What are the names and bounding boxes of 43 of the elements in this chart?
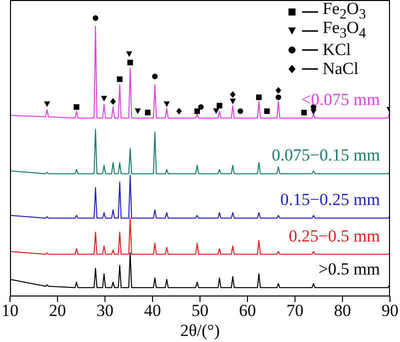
point (276, 94, 282, 100)
point (198, 104, 204, 110)
point (92, 15, 98, 21)
point (144, 110, 151, 116)
point (230, 98, 236, 104)
point (134, 108, 141, 114)
x-tick-label: 20 (49, 301, 66, 320)
point (264, 108, 270, 114)
point (256, 94, 262, 100)
x-tick-label: 40 (144, 301, 161, 320)
series-label: >0.5 mm (318, 260, 380, 279)
point (213, 108, 220, 114)
x-tick-label: 70 (286, 301, 304, 320)
point (116, 76, 123, 82)
point (110, 98, 116, 105)
legend-label: NaCl (322, 59, 358, 78)
point (176, 108, 182, 115)
x-tick-label: 50 (192, 301, 208, 320)
series-label: 0.15−0.25 mm (280, 190, 380, 210)
point (230, 91, 236, 98)
point (301, 110, 307, 116)
point (164, 101, 170, 108)
point (310, 109, 317, 115)
point (216, 102, 222, 108)
series-label: 0.25−0.5 mm (288, 226, 380, 246)
x-tick-label: 90 (382, 301, 398, 320)
point (276, 86, 282, 94)
point (194, 108, 200, 114)
x-axis-title: 2θ/(°) (180, 321, 220, 340)
x-tick-label: 80 (334, 301, 351, 320)
point (126, 51, 132, 57)
point (74, 104, 80, 110)
legend-label: KCl (322, 40, 351, 59)
point (100, 96, 108, 102)
series-label: <0.075 mm (301, 90, 380, 110)
point (238, 108, 244, 114)
point (44, 101, 50, 108)
x-tick-label: 30 (96, 301, 114, 320)
x-tick-label: 60 (239, 301, 256, 320)
point (127, 60, 133, 66)
series-label: 0.075−0.15 mm (272, 146, 380, 165)
point (152, 74, 158, 80)
x-tick-label: 10 (2, 301, 18, 320)
